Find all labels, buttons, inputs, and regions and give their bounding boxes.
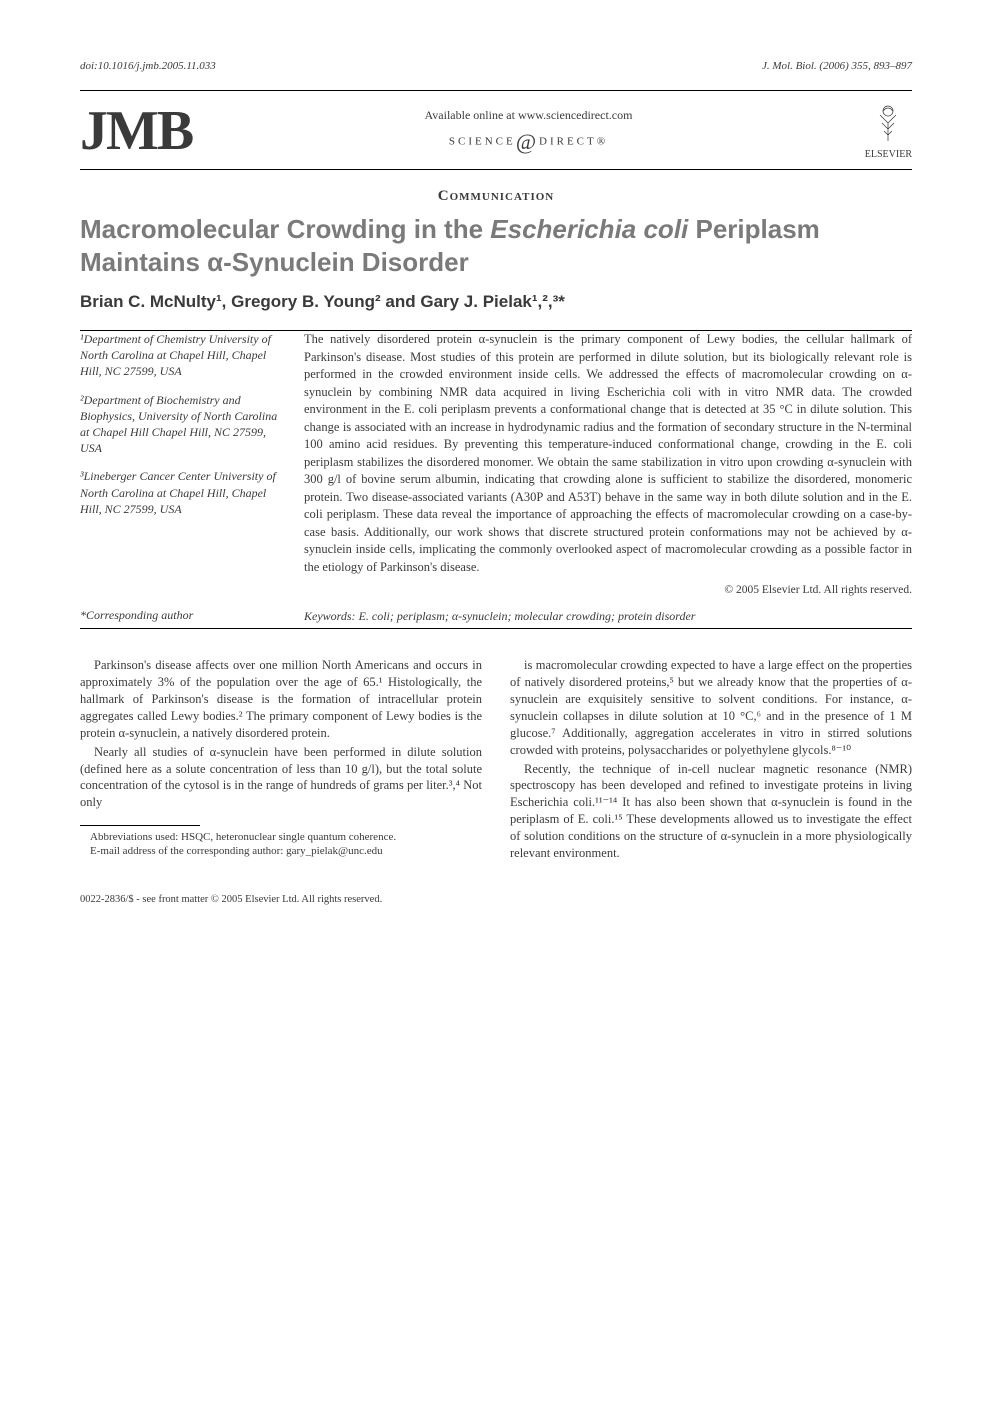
sciencedirect-block: Available online at www.sciencedirect.co… bbox=[192, 108, 865, 155]
sd-left: SCIENCE bbox=[449, 135, 516, 147]
elsevier-label: ELSEVIER bbox=[865, 149, 912, 160]
body-p3: is macromolecular crowding expected to h… bbox=[510, 657, 912, 758]
footnote-email: E-mail address of the corresponding auth… bbox=[80, 844, 482, 858]
elsevier-block: ELSEVIER bbox=[865, 103, 912, 160]
front-matter-notice: 0022-2836/$ - see front matter © 2005 El… bbox=[80, 894, 912, 905]
affiliation-3: ³Lineberger Cancer Center University of … bbox=[80, 468, 280, 517]
sd-at-icon: @ bbox=[516, 129, 539, 154]
keywords-label: Keywords: bbox=[304, 609, 356, 623]
footnotes: Abbreviations used: HSQC, heteronuclear … bbox=[80, 830, 482, 859]
affiliation-2: ²Department of Biochemistry and Biophysi… bbox=[80, 392, 280, 457]
footnote-abbrev: Abbreviations used: HSQC, heteronuclear … bbox=[80, 830, 482, 844]
affiliations-column: ¹Department of Chemistry University of N… bbox=[80, 331, 280, 598]
sciencedirect-logo: SCIENCE@DIRECT® bbox=[212, 129, 845, 155]
article-title: Macromolecular Crowding in the Escherich… bbox=[80, 213, 912, 278]
keywords-text: E. coli; periplasm; α-synuclein; molecul… bbox=[356, 609, 696, 623]
doi-text: doi:10.1016/j.jmb.2005.11.033 bbox=[80, 60, 216, 72]
sd-right: DIRECT® bbox=[539, 135, 608, 147]
online-availability: Available online at www.sciencedirect.co… bbox=[212, 108, 845, 123]
column-right: is macromolecular crowding expected to h… bbox=[510, 657, 912, 864]
keywords-row: *Corresponding author Keywords: E. coli;… bbox=[80, 608, 912, 624]
abstract-column: The natively disordered protein α-synucl… bbox=[304, 331, 912, 598]
corresponding-author-note: *Corresponding author bbox=[80, 608, 280, 624]
title-species: Escherichia coli bbox=[490, 214, 688, 244]
abstract-copyright: © 2005 Elsevier Ltd. All rights reserved… bbox=[304, 582, 912, 598]
abstract-rule bbox=[80, 628, 912, 629]
journal-header: JMB Available online at www.sciencedirec… bbox=[80, 91, 912, 169]
keywords-block: Keywords: E. coli; periplasm; α-synuclei… bbox=[304, 608, 912, 624]
author-list: Brian C. McNulty¹, Gregory B. Young² and… bbox=[80, 292, 912, 312]
body-p4: Recently, the technique of in-cell nucle… bbox=[510, 761, 912, 862]
footnote-rule bbox=[80, 825, 200, 826]
title-part-1: Macromolecular Crowding in the bbox=[80, 214, 490, 244]
affiliation-1: ¹Department of Chemistry University of N… bbox=[80, 331, 280, 380]
body-p2: Nearly all studies of α-synuclein have b… bbox=[80, 744, 482, 812]
header-rule-bottom bbox=[80, 169, 912, 170]
jmb-logo: JMB bbox=[80, 99, 192, 163]
abstract-text: The natively disordered protein α-synucl… bbox=[304, 331, 912, 576]
journal-citation: J. Mol. Biol. (2006) 355, 893–897 bbox=[762, 60, 912, 72]
body-p1: Parkinson's disease affects over one mil… bbox=[80, 657, 482, 741]
body-text: Parkinson's disease affects over one mil… bbox=[80, 657, 912, 864]
elsevier-tree-icon bbox=[865, 103, 912, 149]
column-left: Parkinson's disease affects over one mil… bbox=[80, 657, 482, 864]
affil-abstract-row: ¹Department of Chemistry University of N… bbox=[80, 331, 912, 598]
top-meta-row: doi:10.1016/j.jmb.2005.11.033 J. Mol. Bi… bbox=[80, 60, 912, 72]
article-type: Communication bbox=[80, 188, 912, 205]
